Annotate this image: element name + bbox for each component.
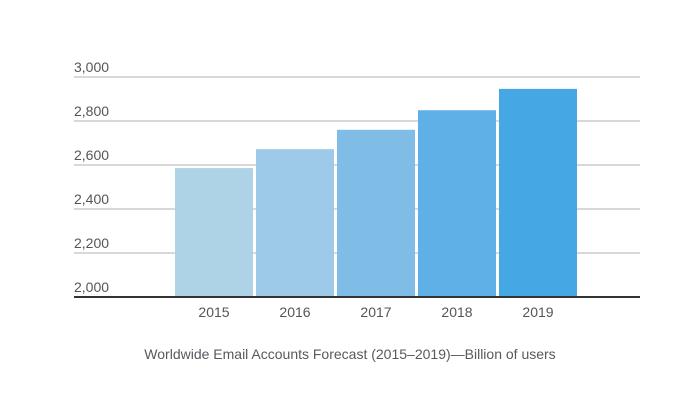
y-tick-label: 2,600 bbox=[74, 147, 109, 163]
chart-caption: Worldwide Email Accounts Forecast (2015–… bbox=[144, 346, 556, 362]
x-tick-label: 2017 bbox=[360, 304, 391, 320]
y-axis-tick-labels: 2,000 2,200 2,400 2,600 2,800 3,000 bbox=[74, 59, 109, 295]
y-tick-label: 2,000 bbox=[74, 279, 109, 295]
x-tick-label: 2015 bbox=[198, 304, 229, 320]
x-tick-label: 2018 bbox=[441, 304, 472, 320]
bar-2016 bbox=[256, 149, 334, 297]
bar-2015 bbox=[175, 168, 253, 297]
bar-2017 bbox=[337, 129, 415, 297]
x-tick-label: 2019 bbox=[522, 304, 553, 320]
bar-2018 bbox=[418, 110, 496, 297]
y-tick-label: 2,400 bbox=[74, 191, 109, 207]
bars bbox=[175, 88, 577, 297]
bar-2019 bbox=[499, 88, 577, 297]
y-tick-label: 3,000 bbox=[74, 59, 109, 75]
y-tick-label: 2,200 bbox=[74, 235, 109, 251]
x-axis-tick-labels: 2015 2016 2017 2018 2019 bbox=[198, 304, 553, 320]
y-tick-label: 2,800 bbox=[74, 103, 109, 119]
x-tick-label: 2016 bbox=[279, 304, 310, 320]
